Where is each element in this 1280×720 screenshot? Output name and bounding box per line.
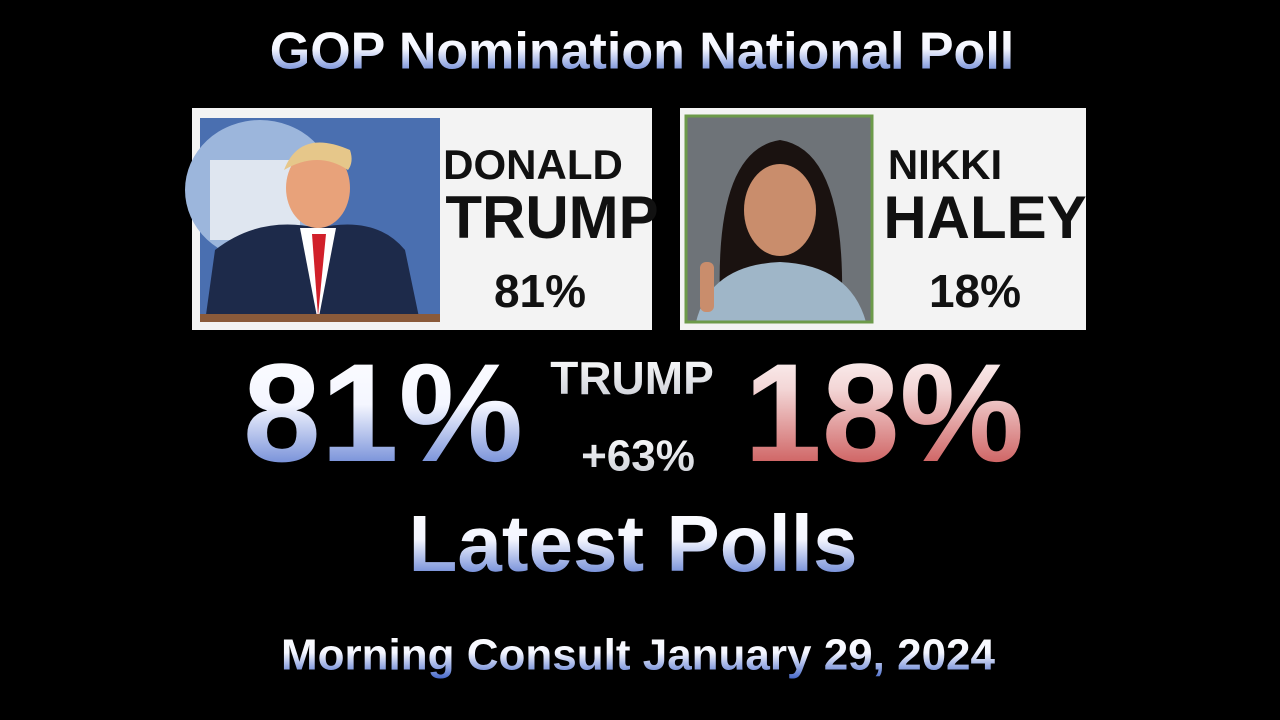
subtitle: Latest Polls (408, 499, 857, 588)
leader-percent: 81% (243, 334, 523, 491)
trailer-percent: 18% (744, 334, 1024, 491)
lead-margin: +63% (581, 432, 695, 481)
candidate-percent: 18% (929, 265, 1021, 317)
leader-name: TRUMP (550, 352, 714, 404)
candidate-photo (684, 114, 874, 324)
candidate-card: DONALD TRUMP 81% (185, 108, 659, 330)
last-name: TRUMP (445, 184, 658, 251)
source: Morning Consult January 29, 2024 (281, 631, 995, 680)
title: GOP Nomination National Poll (270, 23, 1014, 81)
first-name: NIKKI (888, 141, 1002, 188)
last-name: HALEY (883, 184, 1086, 251)
candidate-card: NIKKI HALEY 18% (680, 108, 1087, 330)
candidate-percent: 81% (494, 265, 586, 317)
candidate-photo (185, 118, 440, 322)
first-name: DONALD (443, 141, 623, 188)
